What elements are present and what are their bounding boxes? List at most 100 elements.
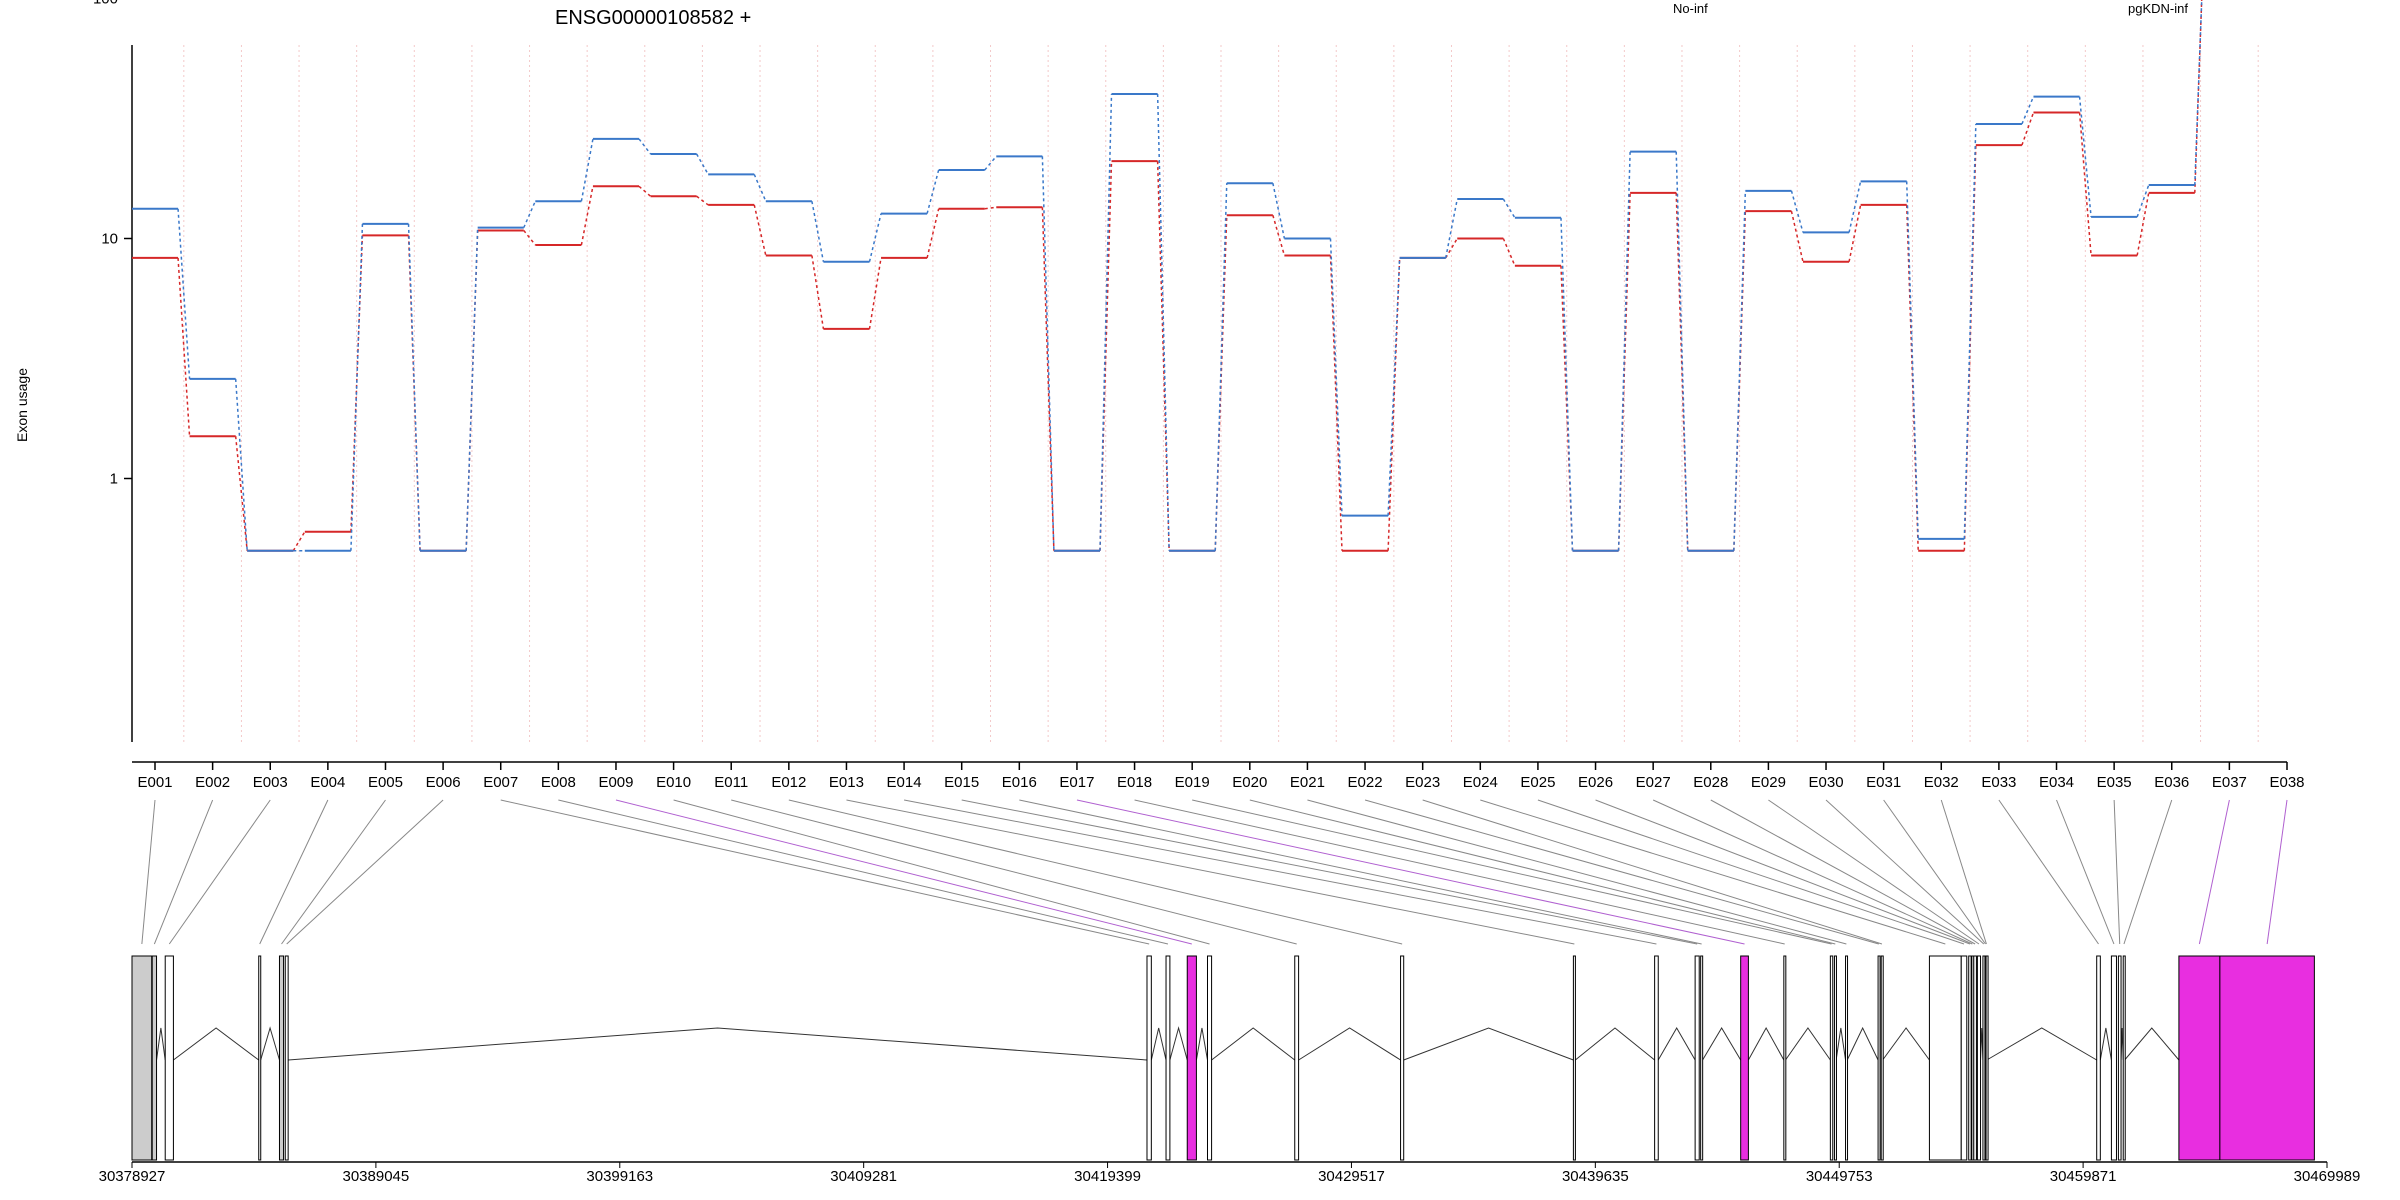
exon-box [1740,955,1749,1161]
series-line [1790,190,1804,233]
series-line [1387,257,1401,516]
intron-line [2099,1027,2112,1061]
x-tick-label: E020 [1232,774,1267,791]
connector-line [1940,799,1987,945]
legend-label-pgkdn-inf: pgKDN-inf [2128,1,2188,16]
exon-box [1206,955,1213,1161]
intron-line [1747,1026,1785,1061]
genomic-tick-label: 30449753 [1806,1168,1873,1185]
connector-line [558,799,1169,945]
y-tick-label: 1 [110,471,118,488]
series-line [1444,198,1458,259]
exon-box [1877,955,1881,1161]
intron-line [1785,1027,1831,1061]
x-tick-label: E033 [1981,774,2016,791]
x-tick-label: E019 [1175,774,1210,791]
series-line [1848,204,1862,262]
series-lines [132,0,2203,552]
x-tick-label: E032 [1924,774,1959,791]
exon-box [1928,955,1962,1161]
x-tick-label: E031 [1866,774,1901,791]
exon-box [2117,955,2122,1161]
series-line [984,155,997,171]
x-tick-label: E028 [1693,774,1728,791]
exon-box [1186,955,1197,1161]
x-axis: E001 E002 E003 E004 E005 E006 E007 E008 E009 E010… [132,761,2305,791]
x-tick-label: E009 [598,774,633,791]
exon-box [1654,955,1659,1161]
series-line [1272,215,1286,256]
connector-line [259,799,329,945]
x-tick-label: E001 [137,774,172,791]
exon-box [1833,955,1837,1161]
exon-box [1976,955,1982,1161]
connector-line [2198,799,2230,945]
genomic-tick-label: 30469989 [2294,1168,2361,1185]
series-line [1329,255,1343,551]
intron-line [1298,1027,1401,1061]
intron-line [1169,1026,1188,1061]
series-line [292,531,306,552]
exon-box [258,955,262,1161]
x-tick-label: E018 [1117,774,1152,791]
x-tick-label: E016 [1002,774,1037,791]
series-line [1848,181,1862,233]
series-line [1156,93,1170,551]
series-line [1675,151,1689,551]
intron-line [1986,1027,2097,1061]
connector-line [153,799,214,945]
x-tick-label: E013 [829,774,864,791]
intron-line [1702,1027,1742,1061]
x-tick-label: E015 [944,774,979,791]
exon-box [1294,955,1300,1161]
x-tick-label: E029 [1751,774,1786,791]
connector-line [846,799,1575,945]
connector-line [1364,799,1879,945]
connector-line [1134,799,1785,945]
x-tick-label: E008 [541,774,576,791]
intron-line [260,1026,280,1061]
connector-line [2123,799,2173,945]
series-line [1790,210,1804,262]
y-tick-label: 100 [93,0,118,8]
series-line [753,204,767,256]
connector-line [731,799,1297,945]
x-tick-label: E030 [1809,774,1844,791]
exon-box [1783,955,1787,1161]
x-tick-label: E022 [1348,774,1383,791]
x-tick-label: E011 [714,774,748,791]
connector-line [1652,799,1973,945]
x-tick-label: E037 [2212,774,2247,791]
exon-box [1968,955,1972,1161]
series-line [1445,238,1458,259]
x-tick-label: E035 [2097,774,2132,791]
series-line [1560,217,1574,551]
exon-box [1165,955,1171,1161]
series-line [926,169,940,214]
intron-line [1882,1027,1930,1061]
y-axis: 1 10 100 [93,0,133,742]
series-line [638,185,652,197]
series-line [2021,96,2035,125]
exon-box [164,955,174,1161]
connector-line [903,799,1657,945]
series-line [523,230,536,246]
series-line [753,174,767,202]
intron-line [1150,1027,1167,1061]
connector-line [1768,799,1980,945]
x-tick-label: E006 [426,774,461,791]
x-tick-label: E024 [1463,774,1498,791]
genomic-axis: 30378927 30389045 30399163 30409281 30419399… [99,1161,2361,1185]
series-line [811,255,825,330]
x-tick-label: E017 [1059,774,1094,791]
connector-line [788,799,1403,945]
exon-box [1694,955,1700,1161]
legend-label-no-inf: No-inf [1673,1,1708,16]
x-tick-label: E002 [195,774,230,791]
series-line [1733,190,1747,551]
series-line [868,213,882,262]
exon-box [284,955,289,1161]
intron-line [1846,1026,1879,1061]
series-line [580,138,594,202]
